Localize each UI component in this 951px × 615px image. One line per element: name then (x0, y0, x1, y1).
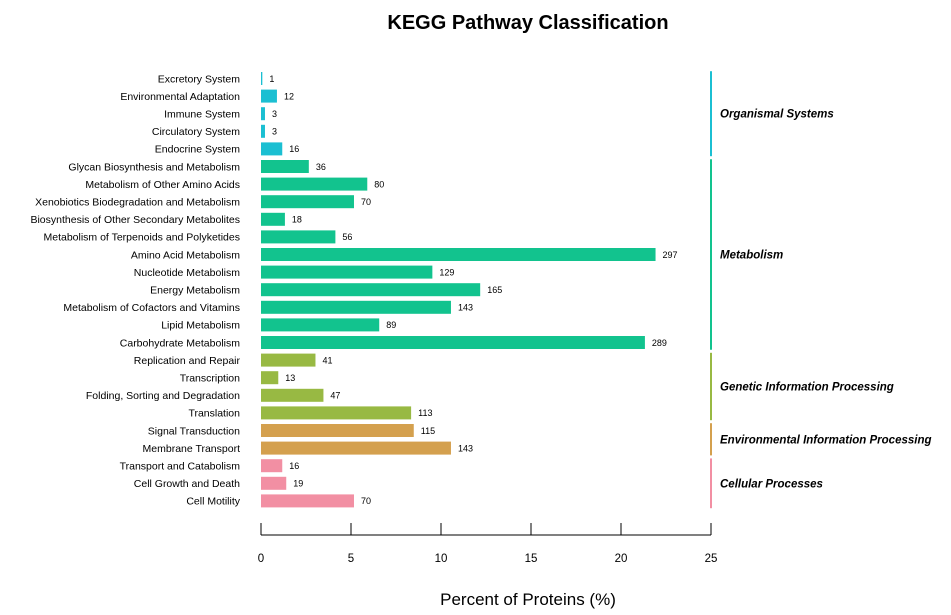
category-label: Cell Motility (186, 496, 240, 508)
bar (261, 388, 324, 402)
bar (261, 476, 287, 490)
group-label: Cellular Processes (720, 478, 823, 490)
bar-value-label: 18 (292, 215, 302, 225)
bar (261, 212, 285, 226)
chart-title: KEGG Pathway Classification (387, 12, 668, 34)
group-label: Metabolism (720, 250, 783, 262)
bar-value-label: 3 (272, 109, 277, 119)
bar (261, 494, 354, 508)
category-label: Excretory System (158, 73, 241, 85)
bar-value-label: 36 (316, 162, 326, 172)
x-axis-title: Percent of Proteins (%) (440, 590, 616, 609)
category-label: Immune System (164, 109, 240, 121)
bar-value-label: 19 (293, 479, 303, 489)
bar (261, 283, 481, 297)
bar-value-label: 143 (458, 443, 473, 453)
category-label: Environmental Adaptation (120, 91, 240, 103)
x-tick-label: 5 (348, 553, 354, 565)
bar-value-label: 13 (285, 373, 295, 383)
bar (261, 459, 283, 473)
category-label: Biosynthesis of Other Secondary Metaboli… (30, 214, 240, 226)
category-label: Transcription (180, 373, 240, 385)
bar-value-label: 16 (289, 144, 299, 154)
bar-value-label: 89 (386, 320, 396, 330)
category-label: Glycan Biosynthesis and Metabolism (68, 161, 240, 173)
category-label: Energy Metabolism (150, 285, 240, 297)
category-label: Folding, Sorting and Degradation (86, 390, 240, 402)
bar (261, 107, 265, 121)
bar (261, 177, 368, 191)
group-label: Environmental Information Processing (720, 434, 932, 446)
category-label: Nucleotide Metabolism (134, 267, 240, 279)
category-label: Circulatory System (152, 126, 240, 138)
category-label: Metabolism of Cofactors and Vitamins (63, 302, 240, 314)
bar (261, 300, 451, 314)
bar-value-label: 70 (361, 197, 371, 207)
bar (261, 371, 279, 385)
bar (261, 424, 414, 437)
category-label: Transport and Catabolism (120, 461, 241, 473)
bars-layer: Excretory System 1 Environmental Adaptatio… (30, 72, 678, 508)
x-tick-label: 25 (705, 553, 718, 565)
bar (261, 124, 265, 138)
bar-value-label: 297 (663, 250, 678, 260)
bar (261, 265, 433, 279)
bar-value-label: 113 (418, 408, 432, 418)
bar-value-label: 289 (652, 338, 667, 348)
bar-value-label: 165 (487, 285, 502, 295)
bar-value-label: 3 (272, 127, 277, 137)
bar (261, 441, 451, 455)
bar-value-label: 12 (284, 91, 294, 101)
bar-value-label: 115 (421, 426, 435, 436)
bar (261, 72, 263, 85)
bar (261, 336, 645, 349)
category-label: Metabolism of Terpenoids and Polyketides (43, 232, 240, 244)
bar (261, 318, 380, 332)
bar-value-label: 16 (289, 461, 299, 471)
bar (261, 353, 316, 367)
group-brackets: Organismal Systems Metabolism Genetic Info… (710, 71, 932, 509)
group-label: Genetic Information Processing (720, 382, 894, 394)
x-tick-label: 15 (525, 553, 538, 565)
x-tick-label: 0 (258, 553, 264, 565)
bar (261, 230, 336, 244)
category-label: Membrane Transport (143, 443, 241, 455)
bar-value-label: 41 (322, 355, 332, 365)
bar-value-label: 70 (361, 496, 371, 506)
x-tick-label: 20 (615, 553, 628, 565)
category-label: Carbohydrate Metabolism (120, 337, 240, 349)
bar-value-label: 1 (269, 74, 274, 84)
bar-value-label: 80 (374, 179, 384, 189)
bar-value-label: 129 (439, 267, 454, 277)
category-label: Lipid Metabolism (161, 320, 240, 332)
bar (261, 89, 277, 103)
category-label: Replication and Repair (134, 355, 241, 367)
bar (261, 248, 656, 261)
bar-value-label: 56 (342, 232, 352, 242)
bar (261, 195, 354, 209)
x-tick-label: 10 (435, 553, 448, 565)
bar-value-label: 143 (458, 303, 473, 313)
bar (261, 160, 309, 173)
category-label: Amino Acid Metabolism (131, 249, 240, 261)
group-label: Organismal Systems (720, 109, 834, 121)
category-label: Xenobiotics Biodegradation and Metabolis… (35, 197, 240, 209)
category-label: Endocrine System (155, 144, 240, 156)
bar (261, 142, 283, 156)
category-label: Metabolism of Other Amino Acids (85, 179, 240, 191)
bar (261, 406, 412, 420)
x-axis: 0 5 10 15 20 25 (258, 523, 718, 565)
category-label: Cell Growth and Death (134, 478, 240, 490)
category-label: Signal Transduction (148, 425, 240, 437)
bar-value-label: 47 (330, 391, 340, 401)
category-label: Translation (188, 408, 240, 420)
